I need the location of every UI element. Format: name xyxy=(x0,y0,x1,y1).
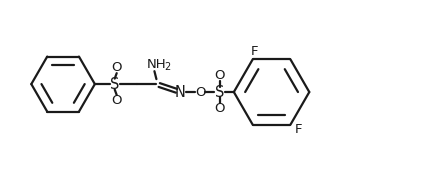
Text: 2: 2 xyxy=(164,62,170,72)
Text: O: O xyxy=(215,69,225,82)
Text: S: S xyxy=(110,77,119,92)
Text: O: O xyxy=(111,94,122,108)
Text: NH: NH xyxy=(147,58,166,71)
Text: N: N xyxy=(175,84,186,99)
Text: S: S xyxy=(215,84,225,99)
Text: F: F xyxy=(295,123,302,136)
Text: O: O xyxy=(111,61,122,74)
Text: O: O xyxy=(215,102,225,115)
Text: F: F xyxy=(251,45,258,58)
Text: O: O xyxy=(195,85,205,98)
